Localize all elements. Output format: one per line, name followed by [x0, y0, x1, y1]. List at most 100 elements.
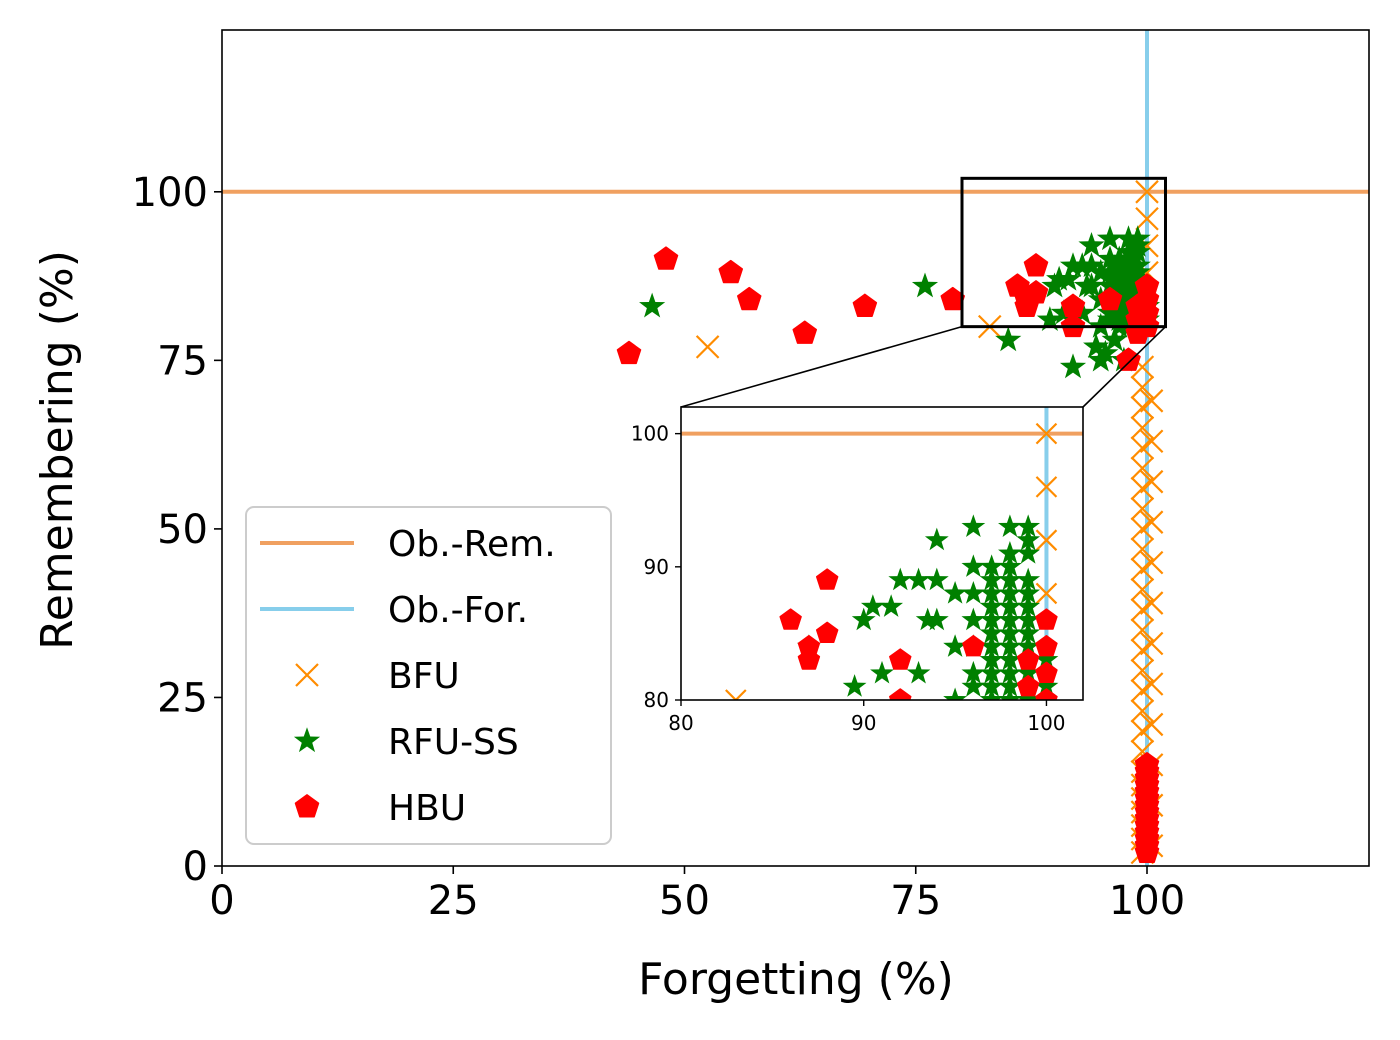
- inset-data-point: [652, 636, 673, 656]
- inset-data-point: [1035, 634, 1058, 657]
- inset-data-point: [961, 660, 986, 684]
- data-point: [1139, 631, 1164, 656]
- x-tick-label: 25: [428, 878, 479, 924]
- data-point: [1124, 225, 1151, 251]
- inset-y-tick-label: 90: [644, 555, 669, 579]
- legend-swatch-marker: [293, 727, 321, 753]
- inset-data-point: [979, 660, 1004, 684]
- legend-swatch-marker: [295, 663, 319, 687]
- data-point: [1135, 180, 1159, 204]
- data-point: [1130, 699, 1155, 723]
- data-points: [616, 180, 1164, 865]
- zoom-connector: [680, 325, 963, 408]
- legend-frame: [245, 506, 612, 845]
- data-point: [1046, 265, 1073, 291]
- inset-data-point: [1016, 541, 1041, 564]
- data-point: [1130, 415, 1155, 440]
- data-point: [653, 246, 679, 270]
- y-axis-label: Remembering (%): [32, 250, 83, 650]
- inset-data-point: [979, 634, 1004, 657]
- data-point: [1139, 672, 1164, 696]
- data-point: [1130, 618, 1155, 642]
- inset-data-point: [906, 660, 931, 684]
- data-point: [1130, 577, 1155, 602]
- inset-data-point: [979, 674, 1004, 697]
- data-point: [1139, 469, 1164, 494]
- inset-data-point: [1016, 594, 1041, 617]
- data-point: [1023, 280, 1049, 304]
- data-point: [1060, 293, 1086, 317]
- inset-data-point: [1016, 660, 1041, 684]
- inset-data-point: [842, 674, 867, 697]
- y-tick-label: 0: [183, 844, 208, 890]
- inset-data-point: [1035, 608, 1058, 630]
- data-point: [1087, 258, 1114, 284]
- inset-data-point: [1035, 422, 1058, 445]
- inset-data-point: [870, 660, 894, 684]
- inset-data-point: [915, 607, 940, 631]
- data-point: [1078, 231, 1105, 257]
- inset-data-point: [998, 620, 1022, 644]
- data-point: [1134, 752, 1160, 776]
- data-point: [718, 259, 744, 284]
- inset-data-point: [1016, 607, 1041, 631]
- legend-item: Ob.-For.: [260, 590, 528, 631]
- data-point: [1139, 712, 1164, 737]
- data-point: [1139, 510, 1164, 534]
- data-point: [1106, 245, 1133, 271]
- inset-data-point: [979, 607, 1004, 631]
- inset-data-point: [1035, 582, 1058, 605]
- inset-data-point: [998, 647, 1022, 671]
- data-point: [1096, 272, 1124, 298]
- y-tick-label: 25: [157, 675, 208, 721]
- data-point: [1069, 252, 1096, 278]
- inset-data-points: [652, 422, 1059, 700]
- inset-data-point: [1035, 688, 1058, 700]
- x-tick-label: 0: [209, 878, 234, 924]
- legend-item: BFU: [295, 656, 460, 697]
- y-tick-label: 75: [157, 338, 208, 384]
- data-point: [1130, 537, 1155, 561]
- y-tick-label: 50: [157, 507, 208, 553]
- inset-data-point: [979, 620, 1004, 644]
- inset-data-point: [943, 687, 967, 700]
- inset-data-point: [879, 594, 904, 617]
- inset-data-point: [979, 687, 1004, 700]
- inset-data-point: [979, 580, 1004, 604]
- inset-data-point: [998, 594, 1022, 617]
- inset-data-point: [943, 634, 967, 657]
- inset-data-point: [1035, 529, 1058, 551]
- inset-data-point: [961, 580, 986, 604]
- inset-data-point: [961, 554, 986, 577]
- inset-data-point: [1016, 567, 1041, 591]
- inset-data-point: [962, 634, 985, 657]
- data-point: [1130, 496, 1155, 521]
- inset-y-tick-label: 100: [631, 422, 669, 446]
- inset-data-point: [979, 567, 1004, 591]
- data-point: [1096, 299, 1124, 325]
- plot-frame: [221, 29, 1370, 867]
- legend-label: Ob.-Rem.: [388, 524, 556, 565]
- data-point: [1115, 238, 1142, 264]
- inset-data-point: [779, 608, 802, 630]
- data-point: [1078, 252, 1105, 278]
- data-point: [1078, 272, 1105, 298]
- legend: Ob.-Rem. Ob.-For. BFU RFU-SS HBU: [245, 506, 612, 845]
- zoom-connector: [1082, 326, 1167, 408]
- inset-data-point: [815, 621, 839, 644]
- x-tick-label: 100: [1109, 878, 1185, 924]
- inset-data-point: [998, 541, 1022, 564]
- data-point: [736, 286, 762, 311]
- inset-data-point: [1016, 514, 1041, 537]
- data-point: [1055, 265, 1082, 291]
- inset-data-point: [1035, 476, 1058, 498]
- data-point: [911, 272, 939, 298]
- inset-data-point: [961, 674, 986, 697]
- inset-data-point: [961, 514, 986, 537]
- inset-data-point: [998, 687, 1022, 700]
- inset-series-hbu: [652, 568, 1058, 700]
- inset-x-tick-label: 100: [1027, 711, 1065, 735]
- legend-item: Ob.-Rem.: [260, 524, 556, 565]
